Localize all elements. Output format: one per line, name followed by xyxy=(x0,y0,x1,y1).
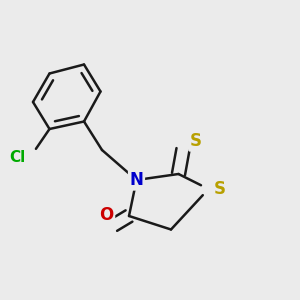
Text: O: O xyxy=(99,206,114,224)
Text: S: S xyxy=(214,180,226,198)
Text: S: S xyxy=(190,132,202,150)
Text: Cl: Cl xyxy=(9,150,26,165)
Text: N: N xyxy=(130,171,143,189)
